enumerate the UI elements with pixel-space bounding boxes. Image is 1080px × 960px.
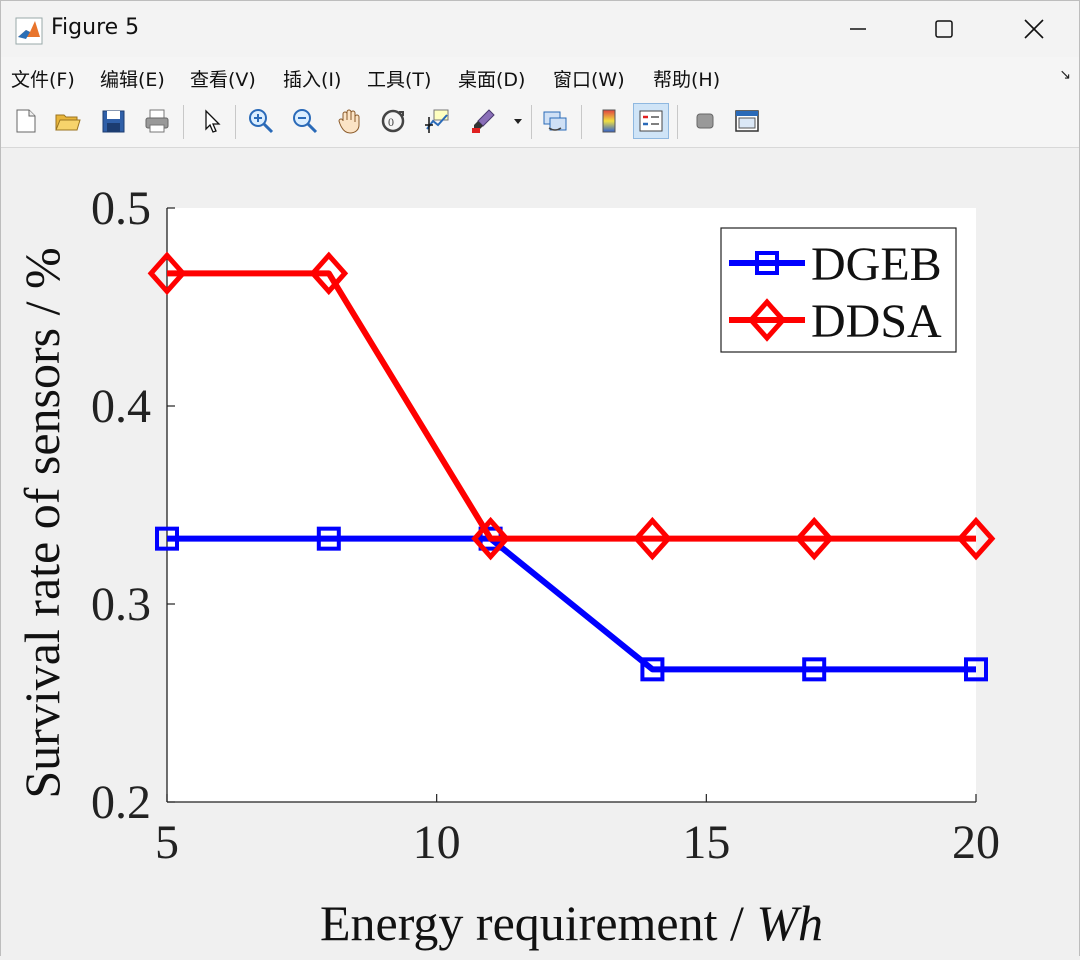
legend-icon[interactable] <box>633 103 669 139</box>
legend-label-dgeb: DGEB <box>811 238 942 291</box>
legend-marker-ddsa <box>747 298 787 342</box>
dropdown-icon[interactable] <box>507 103 529 139</box>
x-tick-label: 15 <box>682 816 730 869</box>
data-point-dgeb <box>155 526 179 551</box>
data-point-dgeb <box>640 657 665 682</box>
toolbar-separator <box>581 105 582 139</box>
y-tick-label: 0.4 <box>91 380 151 433</box>
matlab-logo-icon <box>15 17 43 45</box>
toolbar-separator <box>531 105 532 139</box>
print-icon[interactable] <box>139 103 175 139</box>
data-point-dgeb <box>964 657 988 682</box>
toolbar-separator <box>183 105 184 139</box>
data-point-ddsa <box>471 516 510 561</box>
toolbar-dock-arrow-icon[interactable]: ↘ <box>1059 67 1071 83</box>
toolbar-separator <box>677 105 678 139</box>
show-plot-tools-icon[interactable] <box>729 103 765 139</box>
zoom-out-icon[interactable] <box>287 103 323 139</box>
close-icon <box>1024 19 1044 39</box>
y-tick-label: 0.3 <box>91 578 151 631</box>
data-point-dgeb <box>802 657 827 682</box>
minimize-button[interactable] <box>813 1 903 57</box>
new-figure-icon[interactable] <box>7 103 43 139</box>
series-line-ddsa <box>167 270 976 542</box>
y-axis-label: Survival rate of sensors / % <box>14 247 70 798</box>
maximize-button[interactable] <box>899 1 989 57</box>
series-dgeb <box>155 526 988 682</box>
x-tick-label: 20 <box>952 816 1000 869</box>
x-axis-label: Energy requirement / Wh <box>320 895 823 951</box>
colorbar-icon[interactable] <box>591 103 627 139</box>
data-point-ddsa <box>956 516 996 561</box>
svg-text:0: 0 <box>388 115 394 129</box>
menu-tools[interactable]: 工具(T) <box>367 69 432 91</box>
legend-label-ddsa: DDSA <box>811 295 942 348</box>
close-button[interactable] <box>989 1 1079 57</box>
zoom-in-icon[interactable] <box>243 103 279 139</box>
x-tick-label: 5 <box>155 816 179 869</box>
menu-file[interactable]: 文件(F) <box>11 69 75 91</box>
link-plot-icon[interactable] <box>537 103 573 139</box>
rotate-3d-icon[interactable]: 0 <box>375 103 411 139</box>
minimize-icon <box>850 28 866 30</box>
axes: 5 10 15 20 0.2 0.3 0.4 0.5 <box>91 182 1000 869</box>
title-bar[interactable]: Figure 5 <box>1 1 1079 57</box>
pan-icon[interactable] <box>331 103 367 139</box>
figure-toolbar: 0 <box>1 97 1079 148</box>
figure-canvas: 5 10 15 20 0.2 0.3 0.4 0.5 DGEB DDSA Survival ra… <box>1 148 1079 956</box>
y-tick-label: 0.2 <box>91 776 151 829</box>
legend-marker-dgeb <box>755 251 779 275</box>
series-layer <box>147 251 996 682</box>
maximize-icon <box>935 20 953 38</box>
data-point-ddsa <box>633 516 672 561</box>
hide-plot-tools-icon[interactable] <box>687 103 723 139</box>
brush-icon[interactable] <box>465 103 501 139</box>
y-tick-label: 0.5 <box>91 182 151 235</box>
save-icon[interactable] <box>95 103 131 139</box>
data-point-ddsa <box>309 251 349 296</box>
data-point-ddsa <box>794 516 834 561</box>
series-line-dgeb <box>167 535 976 673</box>
menu-insert[interactable]: 插入(I) <box>283 69 342 91</box>
menu-help[interactable]: 帮助(H) <box>653 69 721 91</box>
menu-window[interactable]: 窗口(W) <box>553 69 625 91</box>
x-tick-label: 10 <box>413 816 461 869</box>
series-ddsa <box>147 251 996 561</box>
menu-view[interactable]: 查看(V) <box>190 69 256 91</box>
pointer-icon[interactable] <box>193 103 229 139</box>
toolbar-separator <box>235 105 236 139</box>
menu-edit[interactable]: 编辑(E) <box>100 69 165 91</box>
menu-bar: 文件(F) 编辑(E) 查看(V) 插入(I) 工具(T) 桌面(D) 窗口(W… <box>1 57 1079 97</box>
open-icon[interactable] <box>49 103 85 139</box>
menu-desktop[interactable]: 桌面(D) <box>458 69 526 91</box>
window-title: Figure 5 <box>51 15 140 40</box>
data-point-dgeb <box>316 526 341 551</box>
data-point-ddsa <box>147 251 187 296</box>
data-cursor-icon[interactable] <box>419 103 455 139</box>
